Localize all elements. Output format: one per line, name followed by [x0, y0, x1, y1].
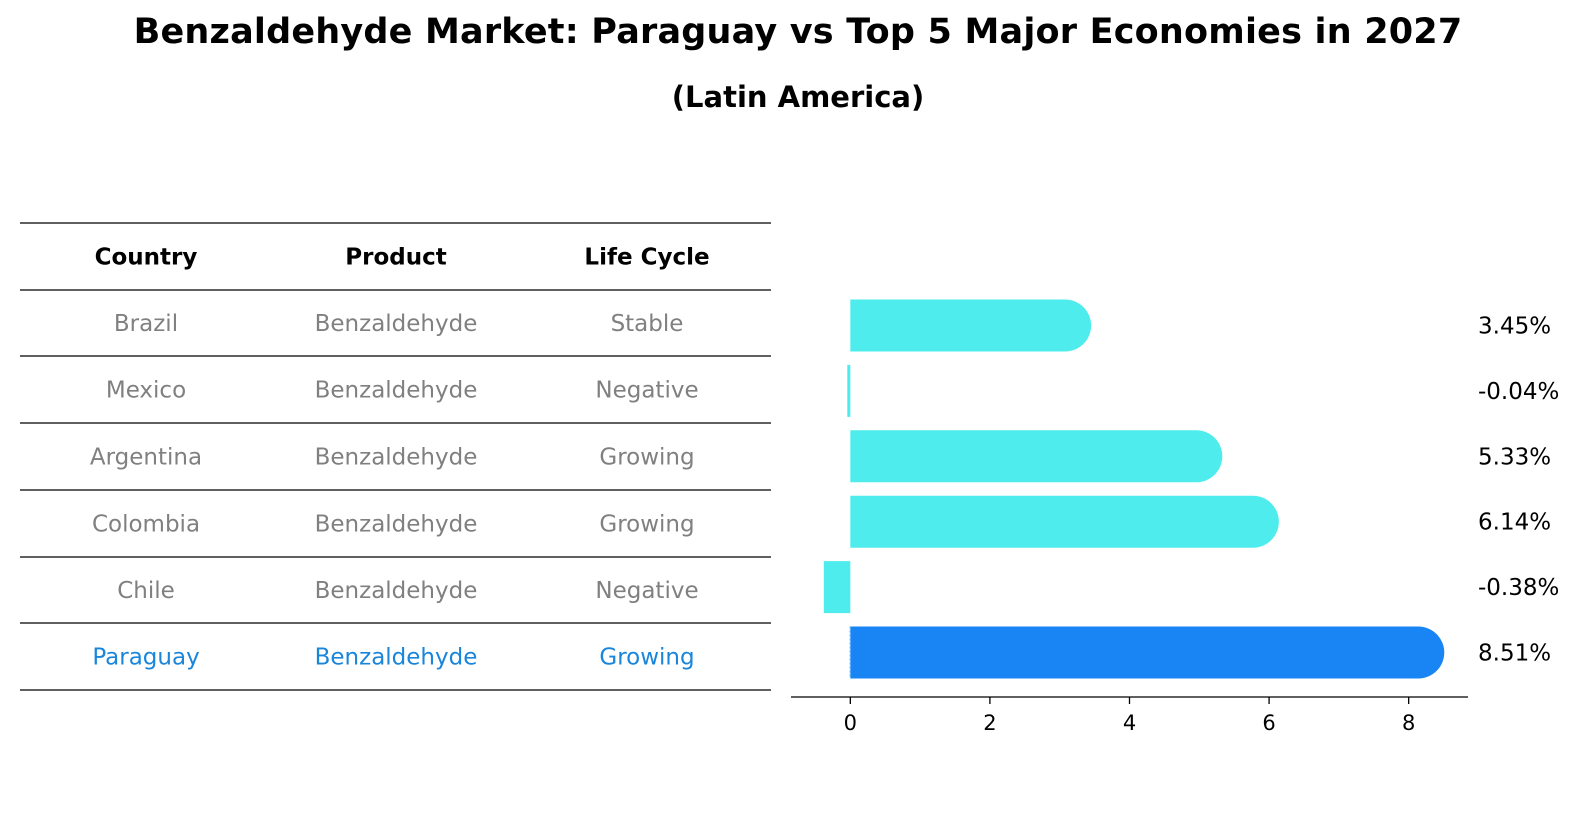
chart-title: Benzaldehyde Market: Paraguay vs Top 5 M…: [133, 12, 1463, 52]
value-label: 8.51%: [1478, 641, 1551, 667]
table-cell: Brazil: [114, 311, 178, 337]
chart-subtitle: (Latin America): [671, 80, 925, 114]
value-label: 3.45%: [1478, 314, 1551, 340]
bar-mexico: [847, 364, 851, 417]
value-label: -0.04%: [1478, 379, 1559, 405]
x-tick-label: 8: [1402, 711, 1415, 735]
table-cell: Mexico: [106, 378, 186, 404]
table-cell: Negative: [595, 378, 698, 404]
table-cell: Benzaldehyde: [315, 645, 478, 671]
table-header-country: Country: [95, 245, 198, 271]
data-table: Country Product Life Cycle Brazil Benzaldehy…: [20, 222, 771, 691]
table-cell: Paraguay: [92, 645, 199, 671]
bar-colombia: [850, 495, 1279, 548]
x-tick-label: 2: [983, 711, 996, 735]
table-cell: Benzaldehyde: [315, 512, 478, 538]
bar-chile: [823, 561, 851, 614]
x-axis: 0 2 4 6 8: [791, 696, 1468, 735]
value-label: -0.38%: [1478, 575, 1559, 601]
table-cell: Negative: [595, 578, 698, 604]
table-cell: Argentina: [90, 445, 202, 471]
bar-chart: 3.45% -0.04% 5.33% 6.14% -0.38% 8.51%: [823, 299, 1559, 679]
table-cell: Colombia: [92, 512, 200, 538]
table-cell: Growing: [599, 445, 694, 471]
bar-paraguay: [850, 626, 1445, 679]
value-label: 5.33%: [1478, 444, 1551, 470]
x-tick-label: 6: [1262, 711, 1275, 735]
table-cell: Benzaldehyde: [315, 311, 478, 337]
bar-brazil: [850, 299, 1092, 352]
table-cell: Stable: [611, 311, 684, 337]
table-cell: Chile: [117, 578, 175, 604]
table-cell: Benzaldehyde: [315, 578, 478, 604]
table-cell: Growing: [599, 512, 694, 538]
table-cell: Benzaldehyde: [315, 378, 478, 404]
table-cell: Growing: [599, 645, 694, 671]
x-tick-label: 4: [1123, 711, 1136, 735]
table-header-product: Product: [345, 245, 446, 271]
bar-argentina: [850, 430, 1223, 483]
x-tick-label: 0: [844, 711, 857, 735]
value-label: 6.14%: [1478, 510, 1551, 536]
table-header-life-cycle: Life Cycle: [584, 245, 709, 271]
table-cell: Benzaldehyde: [315, 445, 478, 471]
